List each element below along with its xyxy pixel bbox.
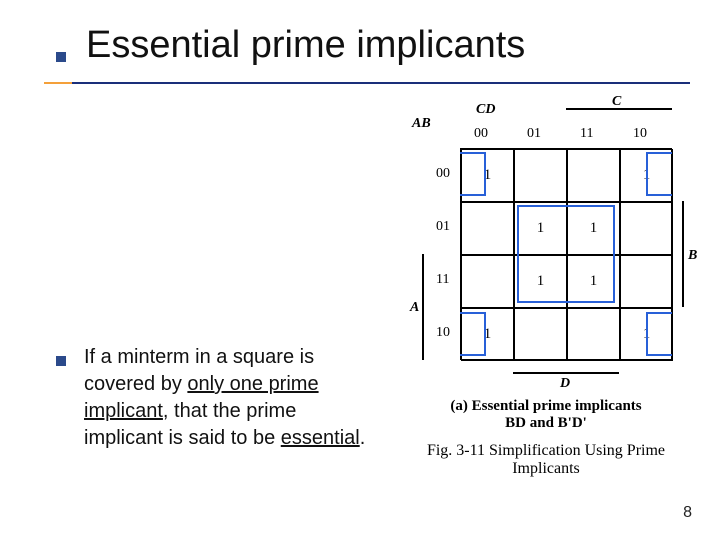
kmap-group-bd — [517, 205, 615, 303]
kmap-row-11: 11 — [436, 272, 449, 288]
slide-title: Essential prime implicants — [86, 24, 525, 67]
kmap-label-B: B — [688, 248, 697, 264]
kmap-figure: CD AB 00 01 11 10 00 01 11 10 C B A D 1 … — [396, 96, 696, 478]
kmap-cell-1-3 — [620, 202, 673, 255]
kmap-caption-line1: (a) Essential prime implicants — [396, 398, 696, 415]
kmap-cell-0-2 — [567, 149, 620, 202]
kmap-cell-1-0 — [461, 202, 514, 255]
kmap-group-bpdp-br — [646, 312, 672, 356]
body-text: If a minterm in a square is covered by o… — [84, 344, 374, 452]
kmap-col-00: 00 — [474, 126, 488, 142]
kmap-cell-3-2 — [567, 308, 620, 361]
kmap-fig-caption: Fig. 3-11 Simplification Using Prime Imp… — [396, 442, 696, 478]
body-underline-2: essential — [281, 427, 360, 449]
body-part-5: . — [360, 427, 366, 449]
kmap-group-bpdp-tr — [646, 152, 672, 196]
kmap-cell-2-3 — [620, 255, 673, 308]
kmap-col-01: 01 — [527, 126, 541, 142]
page-number: 8 — [683, 504, 692, 522]
kmap-row-01: 01 — [436, 219, 450, 235]
title-rule — [44, 82, 690, 84]
kmap-diagram: CD AB 00 01 11 10 00 01 11 10 C B A D 1 … — [396, 96, 696, 396]
kmap-col-10: 10 — [633, 126, 647, 142]
kmap-label-A: A — [410, 300, 419, 316]
kmap-row-var-label: AB — [412, 116, 431, 132]
kmap-caption: (a) Essential prime implicants BD and B'… — [396, 398, 696, 432]
kmap-label-C: C — [612, 94, 621, 110]
kmap-label-D: D — [560, 376, 570, 392]
kmap-cell-0-1 — [514, 149, 567, 202]
kmap-row-10: 10 — [436, 325, 450, 341]
kmap-a-bar — [422, 254, 424, 360]
kmap-cell-2-0 — [461, 255, 514, 308]
kmap-group-bpdp-bl — [460, 312, 486, 356]
kmap-caption-line2: BD and B'D' — [396, 415, 696, 432]
kmap-cell-3-1 — [514, 308, 567, 361]
kmap-b-bar — [682, 201, 684, 307]
kmap-d-bar — [513, 372, 619, 374]
kmap-row-00: 00 — [436, 166, 450, 182]
body-bullet-icon — [56, 356, 66, 366]
kmap-group-bpdp-tl — [460, 152, 486, 196]
kmap-col-var-label: CD — [476, 102, 495, 118]
kmap-col-11: 11 — [580, 126, 593, 142]
title-bullet-icon — [56, 52, 66, 62]
title-rule-accent — [44, 82, 72, 84]
